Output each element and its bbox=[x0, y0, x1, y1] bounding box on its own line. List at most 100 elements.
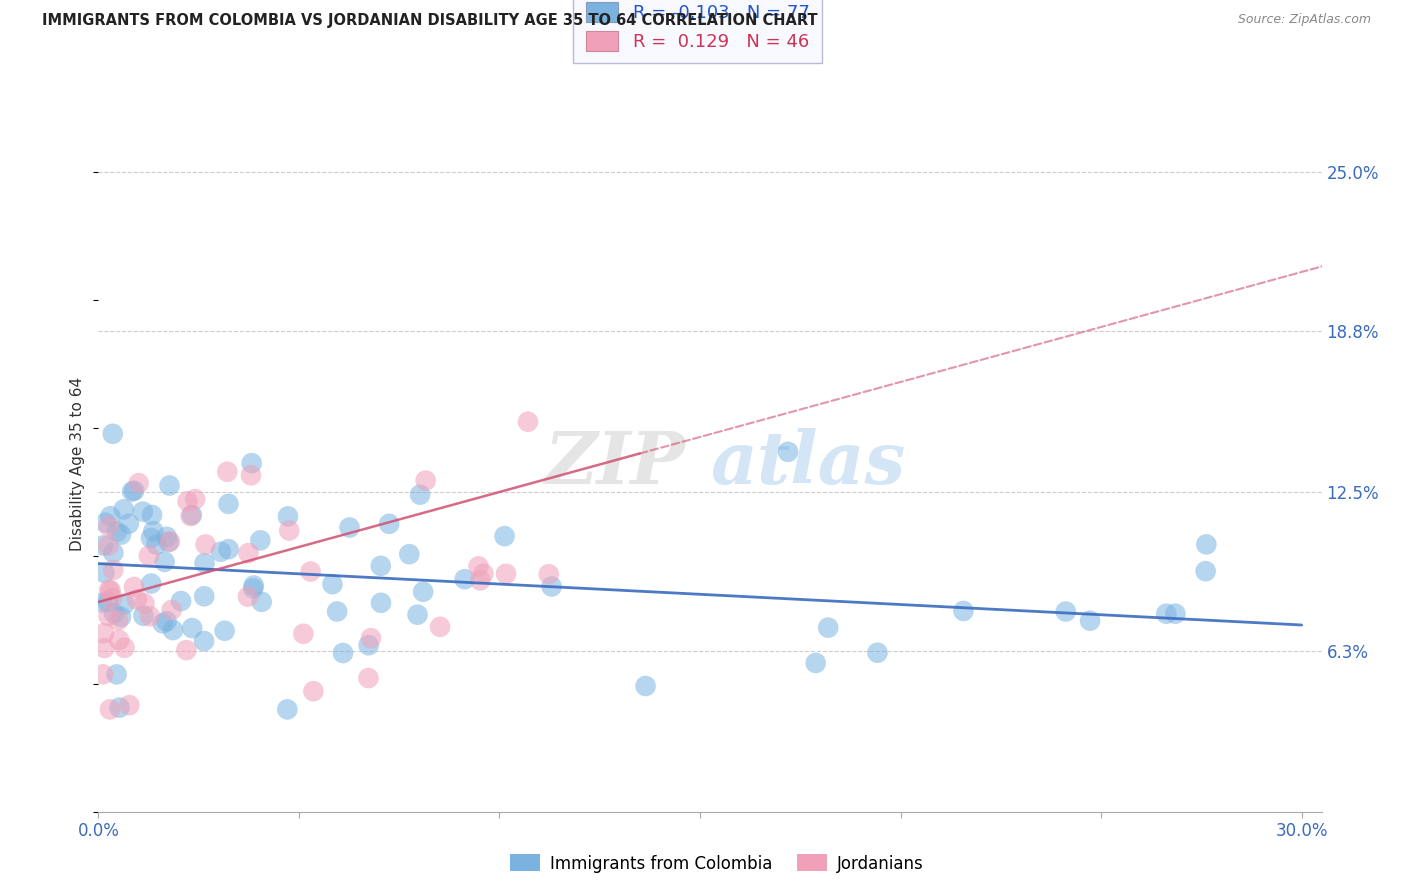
Point bbox=[132, 505, 155, 519]
Point bbox=[170, 594, 193, 608]
Point bbox=[866, 646, 889, 660]
Point bbox=[156, 530, 179, 544]
Point bbox=[184, 492, 207, 507]
Point bbox=[429, 620, 451, 634]
Point bbox=[97, 539, 120, 553]
Point bbox=[139, 609, 162, 624]
Point bbox=[181, 621, 204, 635]
Point bbox=[180, 508, 202, 523]
Point bbox=[101, 426, 124, 441]
Point bbox=[236, 590, 259, 604]
Point bbox=[94, 516, 117, 530]
Point bbox=[159, 478, 181, 492]
Point bbox=[540, 580, 562, 594]
Point bbox=[110, 610, 132, 624]
Point bbox=[98, 582, 121, 597]
Point bbox=[1078, 614, 1101, 628]
Point bbox=[121, 484, 143, 499]
Point bbox=[370, 596, 392, 610]
Point bbox=[93, 566, 115, 580]
Text: atlas: atlas bbox=[710, 428, 905, 500]
Legend: Immigrants from Colombia, Jordanians: Immigrants from Colombia, Jordanians bbox=[503, 847, 931, 880]
Point bbox=[952, 604, 974, 618]
Point bbox=[132, 608, 155, 623]
Point bbox=[91, 596, 114, 610]
Point bbox=[242, 582, 264, 596]
Point bbox=[292, 627, 315, 641]
Point bbox=[91, 667, 114, 681]
Point bbox=[1054, 605, 1077, 619]
Point bbox=[302, 684, 325, 698]
Point bbox=[141, 576, 163, 591]
Point bbox=[238, 546, 260, 560]
Point bbox=[159, 534, 181, 549]
Point bbox=[114, 640, 136, 655]
Point bbox=[142, 524, 165, 539]
Point bbox=[107, 613, 129, 627]
Point bbox=[1164, 607, 1187, 621]
Y-axis label: Disability Age 35 to 64: Disability Age 35 to 64 bbox=[70, 376, 86, 551]
Text: Source: ZipAtlas.com: Source: ZipAtlas.com bbox=[1237, 13, 1371, 27]
Point bbox=[277, 509, 299, 524]
Point bbox=[357, 671, 380, 685]
Point bbox=[141, 508, 163, 522]
Point bbox=[118, 516, 141, 531]
Point bbox=[162, 623, 184, 637]
Point bbox=[218, 542, 240, 557]
Point bbox=[110, 527, 132, 541]
Point bbox=[378, 516, 401, 531]
Point bbox=[98, 702, 121, 716]
Point bbox=[139, 531, 162, 545]
Point bbox=[537, 567, 560, 582]
Point bbox=[776, 445, 799, 459]
Point bbox=[453, 572, 475, 586]
Point bbox=[176, 494, 198, 508]
Point bbox=[299, 565, 322, 579]
Point bbox=[242, 578, 264, 592]
Point bbox=[494, 529, 516, 543]
Point bbox=[105, 667, 128, 681]
Point bbox=[93, 640, 115, 655]
Point bbox=[326, 605, 349, 619]
Point bbox=[516, 415, 538, 429]
Point bbox=[370, 558, 392, 573]
Point bbox=[412, 584, 434, 599]
Point bbox=[804, 656, 827, 670]
Point bbox=[209, 545, 232, 559]
Point bbox=[122, 483, 145, 498]
Point bbox=[176, 643, 198, 657]
Point bbox=[332, 646, 354, 660]
Point bbox=[97, 519, 120, 533]
Point bbox=[91, 538, 114, 552]
Point bbox=[125, 592, 148, 607]
Point bbox=[214, 624, 236, 638]
Point bbox=[193, 589, 215, 603]
Legend: R = -0.103   N = 77, R =  0.129   N = 46: R = -0.103 N = 77, R = 0.129 N = 46 bbox=[574, 0, 823, 63]
Point bbox=[1194, 564, 1216, 578]
Point bbox=[93, 626, 115, 640]
Point bbox=[278, 524, 301, 538]
Point bbox=[276, 702, 298, 716]
Point bbox=[100, 583, 122, 598]
Point bbox=[1195, 537, 1218, 551]
Point bbox=[180, 508, 202, 522]
Point bbox=[249, 533, 271, 548]
Point bbox=[97, 609, 120, 624]
Point bbox=[217, 497, 239, 511]
Point bbox=[357, 638, 380, 652]
Point bbox=[339, 520, 361, 534]
Point bbox=[160, 603, 183, 617]
Point bbox=[112, 502, 135, 516]
Point bbox=[138, 549, 160, 563]
Point bbox=[108, 700, 131, 714]
Point bbox=[495, 566, 517, 581]
Point bbox=[406, 607, 429, 622]
Point bbox=[321, 577, 343, 591]
Text: ZIP: ZIP bbox=[544, 428, 686, 500]
Point bbox=[100, 509, 122, 524]
Point bbox=[472, 566, 495, 581]
Point bbox=[415, 474, 437, 488]
Point bbox=[145, 538, 167, 552]
Point bbox=[103, 607, 125, 621]
Point bbox=[817, 621, 839, 635]
